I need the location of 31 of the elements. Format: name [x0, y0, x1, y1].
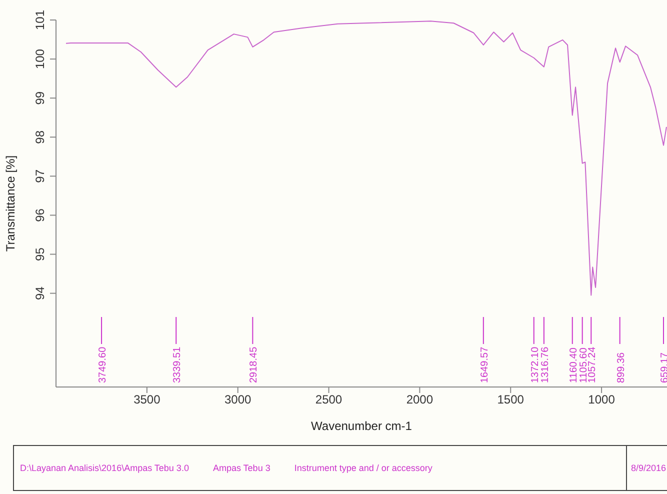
annotation: 1105.60: [578, 347, 590, 383]
x-tick-label: 3500: [134, 392, 161, 407]
y-tick-label: 96: [33, 208, 47, 222]
y-tick-label: 101: [33, 10, 47, 30]
annotation: 1316.76: [540, 346, 551, 383]
y-tick-label: 99: [33, 91, 47, 105]
x-tick-label: 1500: [497, 392, 524, 407]
y-tick-label: 98: [33, 130, 47, 144]
x-tick-label: 1000: [588, 392, 616, 407]
y-tick-label: 100: [33, 48, 47, 70]
annotation: 3749.60: [98, 346, 109, 383]
y-tick-label: 97: [33, 169, 47, 183]
annotation: 1649.57: [479, 346, 490, 383]
y-tick-label: 94: [33, 286, 47, 300]
annotation: 3339.51: [172, 346, 184, 383]
annotation: 1160.40: [568, 347, 580, 383]
x-tick-label: 2500: [315, 392, 342, 407]
y-tick-label: 95: [33, 247, 47, 261]
annotation: 1057.24: [587, 346, 598, 383]
x-tick-label: 2000: [406, 392, 434, 407]
text: D:\Layanan Analisis\2016\Ampas Tebu 3.0: [20, 463, 189, 473]
x-tick-label: 3000: [224, 392, 252, 407]
text: Ampas Tebu 3: [212, 463, 270, 473]
text: Instrument type and / or accessory: [294, 463, 432, 473]
line-series: [66, 20, 667, 296]
x-axis-title: Wavenumber cm-1: [311, 419, 412, 433]
annotation: 899.36: [616, 352, 627, 383]
annotation: 1372.10: [530, 346, 541, 383]
annotation: 2918.45: [248, 346, 260, 383]
text: 8/9/2016: [626, 446, 666, 490]
y-axis-title: Transmittance [%]: [3, 155, 18, 252]
